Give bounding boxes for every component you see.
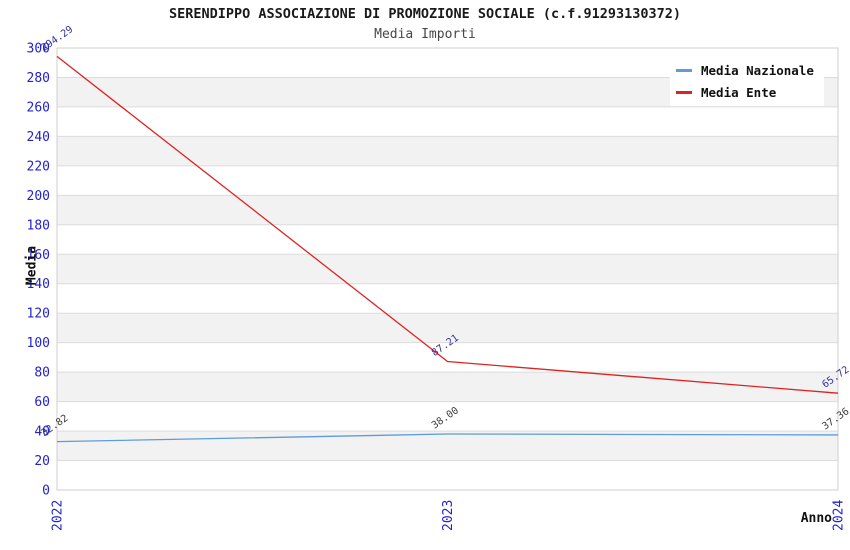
- y-tick-label: 0: [42, 484, 50, 499]
- y-tick-label: 300: [27, 42, 50, 57]
- plot-band: [57, 136, 838, 166]
- y-tick-label: 280: [27, 71, 50, 86]
- plot-border: [56, 47, 839, 491]
- y-tick-label: 160: [27, 248, 50, 263]
- y-tick-label: 240: [27, 130, 50, 145]
- y-tick-label: 40: [34, 425, 50, 440]
- y-tick-label: 200: [27, 189, 50, 204]
- plot-band: [57, 106, 838, 137]
- plot-band: [57, 313, 838, 343]
- chart-subtitle: Media Importi: [374, 27, 476, 42]
- x-tick-label: 2023: [441, 500, 456, 531]
- plot-band: [57, 342, 838, 373]
- legend: Media Nazionale Media Ente: [670, 56, 824, 106]
- legend-item-media-nazionale: Media Nazionale: [676, 61, 824, 79]
- y-tick-label: 80: [34, 366, 50, 381]
- y-tick-label: 180: [27, 218, 50, 233]
- series-line-media-ente: [56, 55, 839, 394]
- plot-band: [57, 372, 838, 402]
- plot-band: [57, 224, 838, 255]
- media-nazionale-line-swatch: [676, 68, 692, 72]
- plot-band: [57, 401, 838, 432]
- x-tick-label: 2022: [51, 500, 66, 531]
- y-tick-label: 120: [27, 307, 50, 322]
- y-axis-title: Media: [24, 245, 40, 286]
- media-ente-line-swatch: [676, 90, 692, 94]
- legend-label: Media Nazionale: [701, 62, 814, 78]
- y-tick-label: 260: [27, 100, 50, 115]
- y-tick-label: 100: [27, 336, 50, 351]
- plot-band: [57, 283, 838, 314]
- plot-band: [57, 431, 838, 461]
- y-tick-label: 60: [34, 395, 50, 410]
- x-tick-label: 2024: [832, 500, 847, 531]
- plot-band: [57, 254, 838, 284]
- y-tick-label: 220: [27, 159, 50, 174]
- legend-label: Media Ente: [701, 84, 777, 100]
- y-tick-label: 140: [27, 277, 50, 292]
- plot-band: [57, 165, 838, 196]
- y-tick-label: 20: [34, 454, 50, 469]
- plot-band: [57, 460, 838, 490]
- x-axis-title: Anno: [800, 511, 832, 526]
- plot-band: [57, 195, 838, 225]
- series-line-media-nazionale: [56, 433, 839, 443]
- chart-title: SERENDIPPO ASSOCIAZIONE DI PROMOZIONE SO…: [168, 6, 682, 22]
- legend-item-media-ente: Media Ente: [676, 83, 824, 101]
